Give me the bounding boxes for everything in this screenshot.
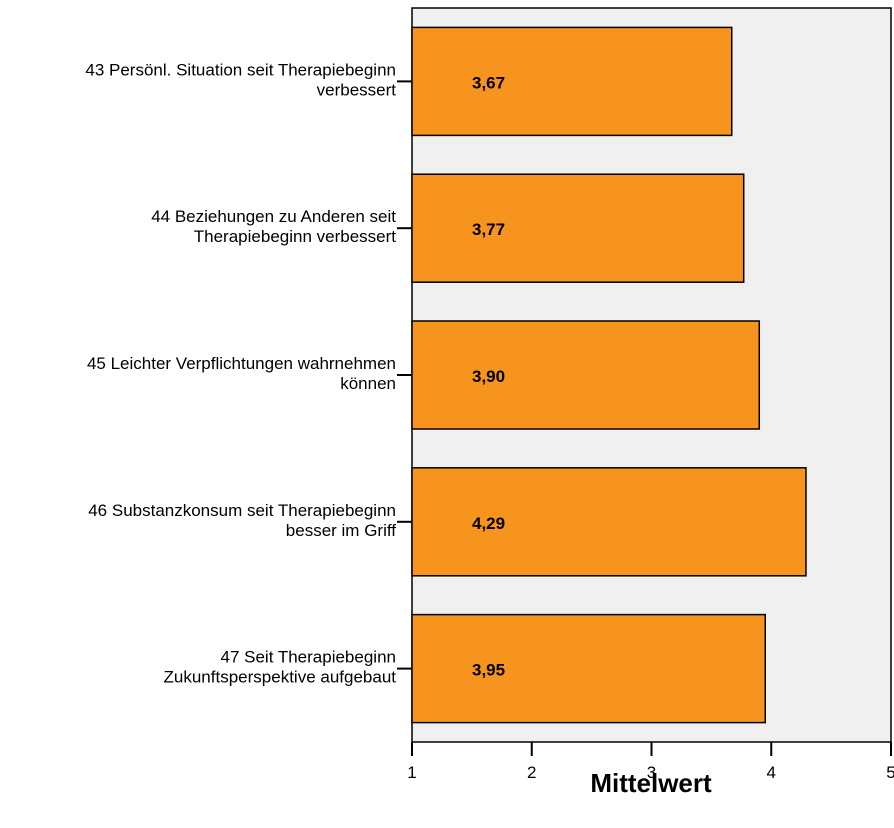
category-label-2-line-1: 44 Beziehungen zu Anderen seit — [151, 207, 396, 226]
data-label-3: 3,90 — [472, 367, 505, 386]
category-label-3-line-1: 45 Leichter Verpflichtungen wahrnehmen — [87, 354, 396, 373]
x-tick-label-5: 5 — [886, 763, 894, 782]
x-axis-title: Mittelwert — [590, 768, 712, 798]
data-label-5: 3,95 — [472, 661, 505, 680]
category-label-1-line-1: 43 Persönl. Situation seit Therapiebegin… — [85, 60, 396, 79]
data-label-2: 3,77 — [472, 220, 505, 239]
x-axis: 1 2 3 4 5 — [407, 742, 894, 782]
category-label-2-line-2: Therapiebeginn verbessert — [194, 227, 397, 246]
x-tick-label-2: 2 — [527, 763, 536, 782]
bars-layer: 3,67 3,77 3,90 4,29 3,95 — [411, 26, 807, 724]
category-label-1-line-2: verbessert — [317, 80, 397, 99]
category-label-3-line-2: können — [340, 374, 396, 393]
category-label-4-line-1: 46 Substanzkonsum seit Therapiebeginn — [88, 501, 396, 520]
bar-4 — [411, 467, 807, 577]
x-tick-label-1: 1 — [407, 763, 416, 782]
category-labels: 43 Persönl. Situation seit Therapiebegin… — [85, 60, 412, 687]
category-label-5-line-2: Zukunftsperspektive aufgebaut — [164, 668, 397, 687]
bar-3 — [411, 320, 761, 430]
data-label-1: 3,67 — [472, 73, 505, 92]
category-label-4-line-2: besser im Griff — [286, 521, 396, 540]
bar-2 — [411, 173, 745, 283]
bar-1 — [411, 26, 733, 137]
x-tick-label-3: 3 — [647, 763, 656, 782]
category-label-5-line-1: 47 Seit Therapiebeginn — [221, 648, 397, 667]
bar-5 — [411, 613, 767, 724]
data-label-4: 4,29 — [472, 514, 505, 533]
x-tick-label-4: 4 — [767, 763, 776, 782]
